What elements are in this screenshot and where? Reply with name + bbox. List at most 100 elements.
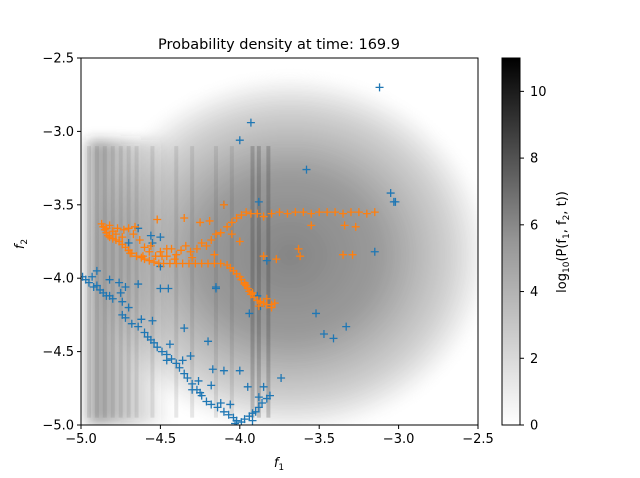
colorbar-tick-label: 10 — [530, 85, 547, 100]
data-point — [156, 247, 165, 256]
data-point — [223, 222, 232, 231]
heatmap-stripe — [102, 146, 107, 418]
data-point — [259, 212, 268, 221]
data-point — [248, 416, 257, 425]
data-point — [99, 288, 108, 297]
data-point — [389, 197, 398, 206]
data-point — [243, 382, 252, 391]
data-point — [275, 208, 284, 217]
data-point — [137, 315, 146, 324]
data-point — [153, 343, 162, 352]
data-point — [181, 241, 190, 250]
data-point — [118, 297, 127, 306]
data-point — [108, 294, 117, 303]
data-point — [138, 252, 147, 261]
data-point — [111, 230, 120, 239]
y-tick-label: −4.0 — [42, 272, 74, 287]
heatmap-stripe — [250, 146, 255, 418]
data-point — [121, 313, 130, 322]
data-point — [146, 231, 155, 240]
data-point — [172, 250, 181, 259]
data-point — [312, 309, 321, 318]
data-point — [157, 347, 166, 356]
data-point — [130, 222, 139, 231]
data-point — [258, 398, 267, 407]
heatmap-stripe — [118, 146, 123, 418]
data-point — [267, 303, 276, 312]
y-tick-label: −3.0 — [42, 125, 74, 140]
data-point — [370, 247, 379, 256]
data-point — [140, 243, 149, 252]
data-point — [219, 366, 228, 375]
data-point — [202, 397, 211, 406]
data-point — [231, 419, 240, 425]
data-point — [277, 374, 286, 383]
data-point — [283, 209, 292, 218]
data-point — [267, 209, 276, 218]
data-point — [129, 230, 138, 239]
data-point — [219, 200, 228, 209]
data-point — [248, 288, 257, 297]
data-point — [105, 221, 114, 230]
data-point — [134, 322, 143, 331]
data-point — [254, 197, 263, 206]
data-point — [339, 209, 348, 218]
data-point — [265, 391, 274, 400]
data-point — [227, 230, 236, 239]
data-point — [245, 309, 254, 318]
data-point — [294, 244, 303, 253]
x-tick-label: −3.0 — [383, 432, 415, 447]
heatmap-stripe — [134, 146, 139, 418]
data-point — [216, 398, 225, 407]
data-point — [259, 382, 268, 391]
data-point — [188, 385, 197, 394]
heatmap-stripe — [174, 146, 179, 418]
data-point — [240, 415, 249, 424]
data-point — [88, 272, 97, 281]
data-point — [351, 222, 360, 231]
data-point — [307, 221, 316, 230]
data-point — [135, 236, 144, 245]
x-tick-label: −4.5 — [145, 432, 177, 447]
data-point — [362, 209, 371, 218]
data-point — [254, 302, 263, 311]
data-point — [105, 275, 114, 284]
data-point — [192, 244, 201, 253]
data-point — [89, 283, 98, 292]
data-point — [172, 359, 181, 368]
data-point — [127, 319, 136, 328]
data-point — [246, 118, 255, 127]
x-axis: −5.0 −4.5 −4.0 −3.5 −3.0 −2.5 — [65, 425, 494, 447]
data-point — [186, 352, 195, 361]
data-point — [124, 224, 133, 233]
data-point — [253, 209, 262, 218]
data-point — [296, 252, 305, 261]
data-point — [386, 189, 395, 198]
data-point — [237, 211, 246, 220]
data-point — [207, 236, 216, 245]
data-point — [319, 329, 328, 338]
data-point — [208, 365, 217, 374]
x-tick-label: −2.5 — [462, 432, 494, 447]
data-point — [183, 374, 192, 383]
data-point — [331, 208, 340, 217]
y-axis: −2.5 −3.0 −3.5 −4.0 −4.5 −5.0 — [42, 52, 81, 434]
x-tick-label: −5.0 — [65, 432, 97, 447]
data-point — [150, 338, 159, 347]
data-point — [340, 221, 349, 230]
colorbar-tick-label: 8 — [530, 152, 538, 167]
data-point — [211, 230, 220, 239]
data-point — [339, 250, 348, 259]
x-tick-label: −3.5 — [303, 432, 335, 447]
data-point — [370, 208, 379, 217]
colorbar-tick-label: 6 — [530, 218, 538, 233]
data-point — [224, 410, 233, 419]
data-point — [235, 136, 244, 145]
data-point — [162, 356, 171, 365]
data-point — [259, 252, 268, 261]
data-point — [145, 256, 154, 265]
data-point — [197, 238, 206, 247]
colorbar-tick-label: 4 — [530, 285, 538, 300]
data-point — [167, 244, 176, 253]
data-point — [254, 393, 263, 402]
